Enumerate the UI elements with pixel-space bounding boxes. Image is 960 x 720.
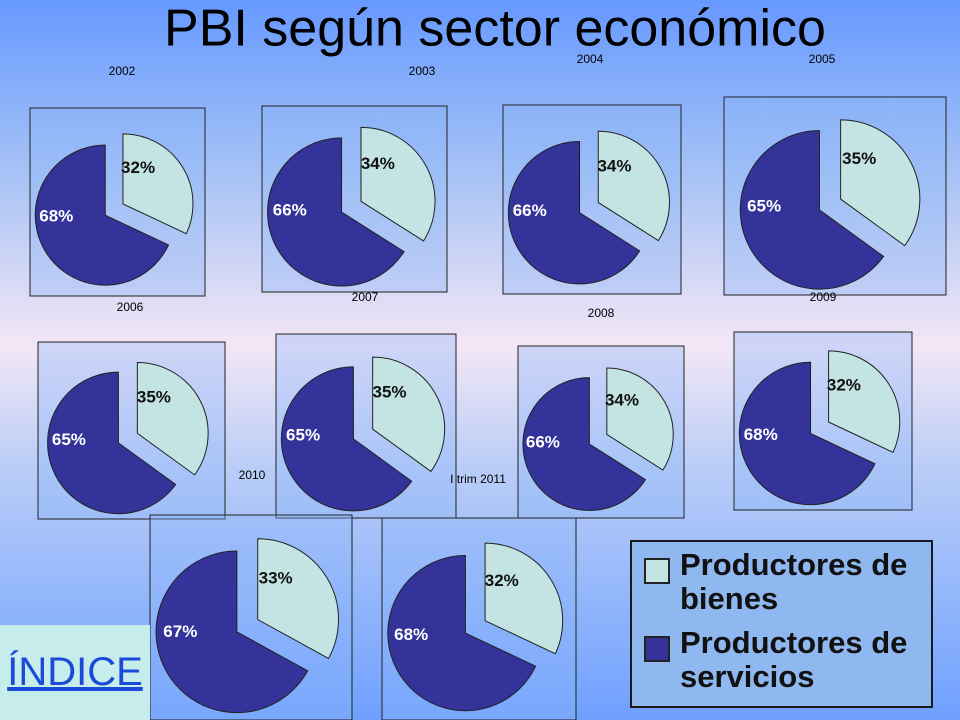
legend-label: Productores de servicios (680, 625, 908, 694)
data-label: 66% (273, 200, 307, 219)
index-box: ÍNDICE (0, 625, 150, 720)
pie-slice (828, 350, 901, 453)
data-label: 67% (163, 622, 197, 641)
chart-title: 2002 (109, 64, 136, 78)
data-label: 66% (526, 433, 560, 452)
pie-slice (738, 361, 876, 506)
data-label: 68% (744, 425, 778, 444)
pie-slice (34, 144, 170, 286)
data-label: 34% (605, 391, 639, 410)
index-link[interactable]: ÍNDICE (7, 650, 143, 694)
pie-slice (507, 141, 641, 285)
data-label: 35% (372, 383, 406, 402)
data-label: 35% (137, 387, 171, 406)
chart-title: 2004 (577, 52, 604, 66)
pie-slice (122, 133, 194, 235)
pie-slice (739, 130, 885, 290)
slide-title: PBI según sector económico (164, 0, 826, 58)
pie-slice (267, 137, 405, 287)
legend-swatch (644, 558, 670, 584)
pie-slice (360, 126, 436, 242)
pie-slice (136, 361, 209, 476)
data-label: 32% (827, 375, 861, 394)
pie-slice (47, 371, 177, 515)
data-label: 32% (485, 571, 519, 590)
chart-title: 2010 (239, 468, 266, 482)
data-label: 34% (361, 154, 395, 173)
data-label: 68% (394, 625, 428, 644)
data-label: 66% (513, 201, 547, 220)
legend-item: Productores de bienes (640, 548, 923, 616)
legend-item: Productores de servicios (640, 626, 923, 694)
legend: Productores de bienes Productores de serv… (630, 540, 933, 708)
pie-slice (155, 550, 309, 714)
data-label: 32% (121, 158, 155, 177)
pie-slice (484, 542, 564, 655)
data-label: 65% (52, 430, 86, 449)
pie-slice (372, 356, 446, 473)
chart-title: 2006 (117, 300, 144, 314)
pie-slice (606, 367, 674, 471)
data-label: 33% (259, 568, 293, 587)
pie-slice (522, 377, 647, 511)
pie-slice (257, 538, 339, 660)
pie-slice (840, 119, 921, 247)
chart-title: 2008 (588, 306, 615, 320)
pie-slice (597, 130, 670, 242)
chart-title: 2003 (409, 64, 436, 78)
pie-slice (280, 366, 413, 512)
data-label: 65% (286, 426, 320, 445)
chart-title: 2009 (810, 290, 837, 304)
legend-label: Productores de bienes (680, 547, 908, 616)
data-label: 35% (842, 149, 876, 168)
chart-title: I trim 2011 (450, 472, 506, 486)
chart-title: 2007 (352, 290, 379, 304)
chart-title: 2005 (809, 52, 836, 66)
data-label: 65% (747, 196, 781, 215)
data-label: 34% (597, 156, 631, 175)
pie-slice (387, 555, 537, 712)
data-label: 68% (39, 207, 73, 226)
legend-swatch (644, 636, 670, 662)
